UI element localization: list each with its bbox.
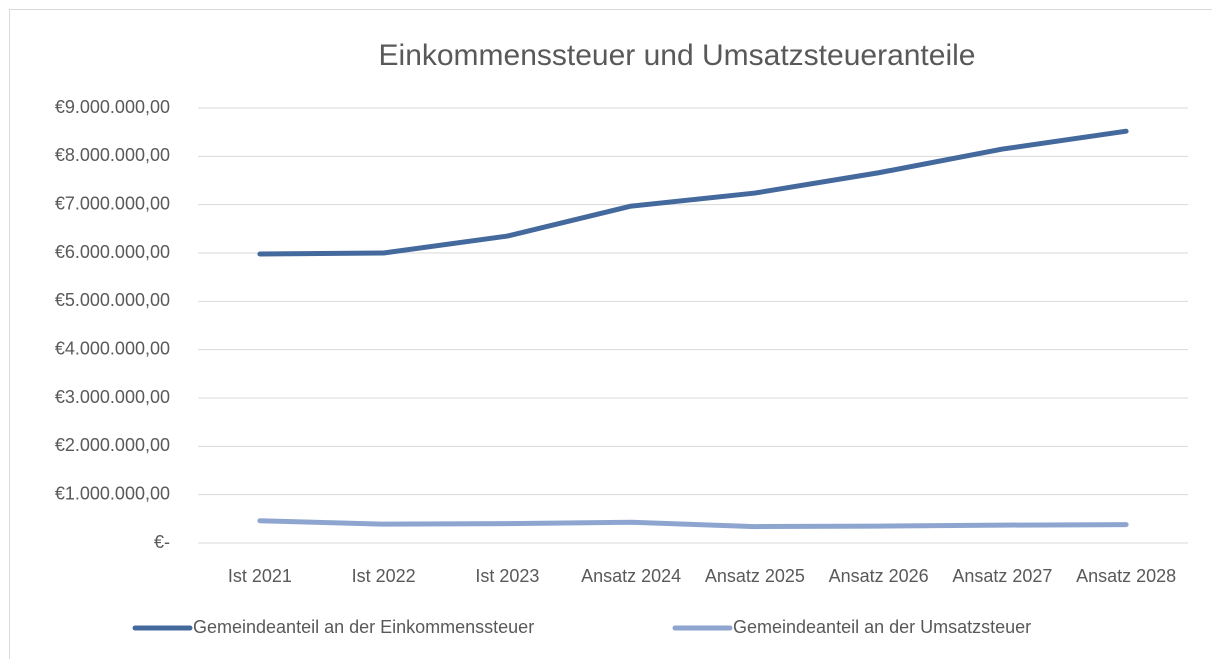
x-tick-label: Ist 2022: [352, 566, 416, 586]
y-tick-label: €-: [154, 532, 170, 552]
x-tick-label: Ansatz 2028: [1076, 566, 1176, 586]
y-tick-label: €5.000.000,00: [55, 290, 170, 310]
y-tick-label: €4.000.000,00: [55, 338, 170, 358]
x-tick-label: Ist 2021: [228, 566, 292, 586]
y-tick-label: €6.000.000,00: [55, 242, 170, 262]
y-tick-label: €7.000.000,00: [55, 193, 170, 213]
x-tick-label: Ansatz 2024: [581, 566, 681, 586]
y-tick-label: €1.000.000,00: [55, 483, 170, 503]
y-tick-label: €8.000.000,00: [55, 145, 170, 165]
chart-title: Einkommenssteuer und Umsatzsteueranteile: [379, 39, 976, 72]
series-line: [257, 518, 1129, 530]
series-line: [257, 128, 1129, 257]
x-tick-label: Ansatz 2026: [829, 566, 929, 586]
legend-label: Gemeindeanteil an der Einkommenssteuer: [193, 617, 534, 637]
y-tick-label: €3.000.000,00: [55, 387, 170, 407]
x-tick-label: Ansatz 2027: [952, 566, 1052, 586]
x-tick-label: Ist 2023: [475, 566, 539, 586]
y-tick-label: €9.000.000,00: [55, 97, 170, 117]
chart-frame: [9, 9, 1212, 659]
x-tick-label: Ansatz 2025: [705, 566, 805, 586]
legend-label: Gemeindeanteil an der Umsatzsteuer: [733, 617, 1031, 637]
y-tick-label: €2.000.000,00: [55, 435, 170, 455]
